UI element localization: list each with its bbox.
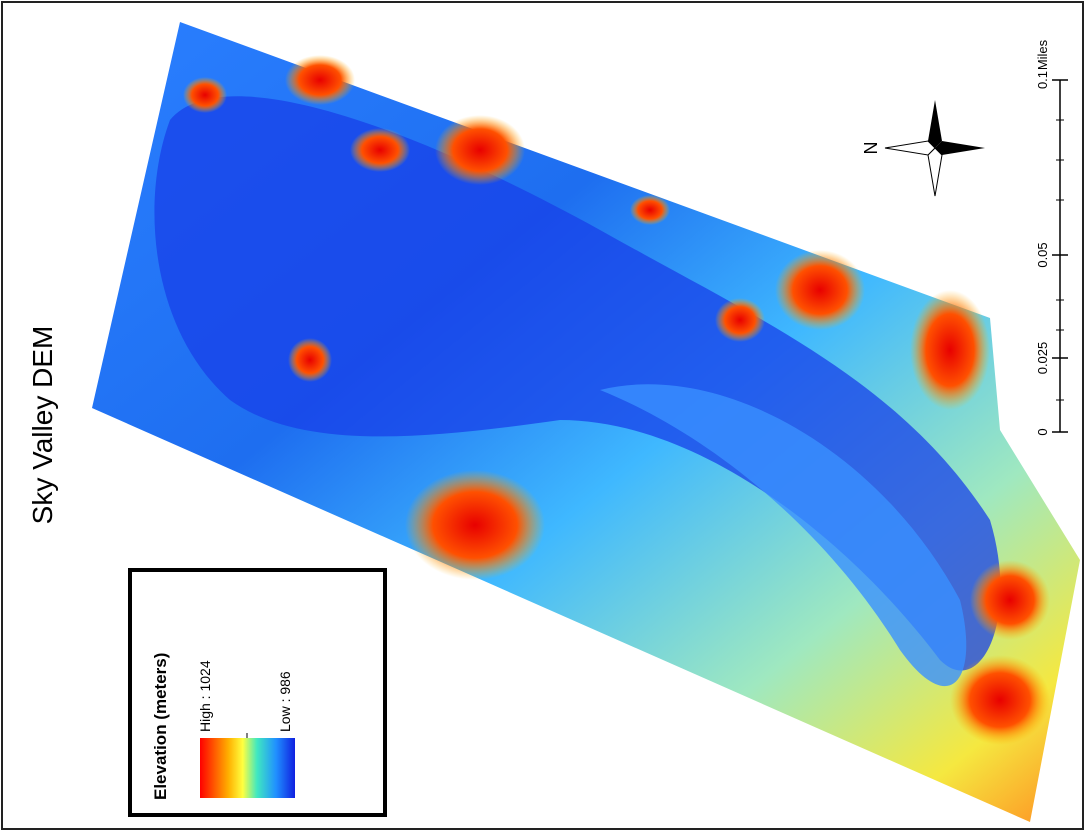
scale-label: 0.1 [1035,71,1050,89]
scale-unit: Miles [1035,39,1050,70]
map-page: Sky Valley DEM N 0 0.025 0.05 0.1Miles Elev… [0,0,1085,831]
legend: Elevation (meters) High : 1024 Low : 986 [130,570,385,815]
legend-high: High : 1024 [197,660,213,732]
legend-title: Elevation (meters) [151,653,170,800]
legend-low: Low : 986 [277,671,293,732]
scale-label: 0 [1035,428,1050,435]
north-label: N [861,142,881,155]
scale-label: 0.05 [1035,242,1050,267]
scale-label: 0.025 [1035,342,1050,375]
map-title: Sky Valley DEM [27,326,58,525]
